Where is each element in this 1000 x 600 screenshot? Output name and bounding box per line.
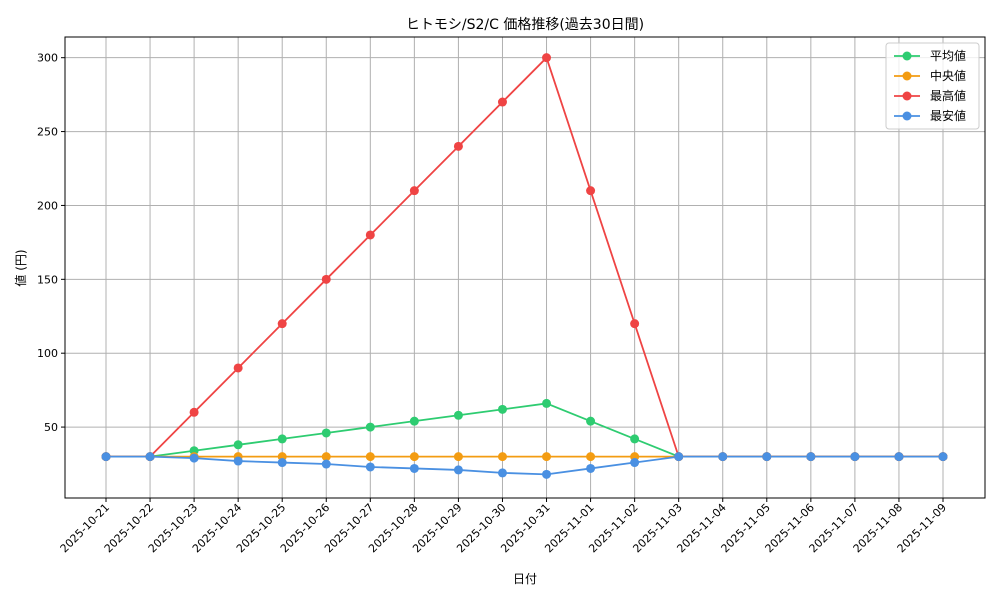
legend-label: 平均値: [930, 48, 966, 63]
data-point: [938, 452, 948, 462]
data-point: [409, 452, 419, 462]
data-point: [453, 410, 463, 420]
data-point: [497, 452, 507, 462]
y-tick-label: 200: [37, 199, 58, 212]
y-tick-label: 300: [37, 52, 58, 65]
data-point: [894, 452, 904, 462]
series-line: [106, 455, 943, 476]
data-point: [233, 440, 243, 450]
data-point: [321, 452, 331, 462]
x-axis-ticks: 2025-10-212025-10-222025-10-232025-10-24…: [58, 498, 949, 555]
data-point: [850, 452, 860, 462]
data-point: [497, 468, 507, 478]
legend-swatch-marker: [902, 71, 912, 81]
data-point: [453, 141, 463, 151]
y-axis-label: 値 (円): [13, 249, 28, 286]
plot-frame: [64, 36, 986, 499]
data-point: [674, 452, 684, 462]
legend-swatch-marker: [902, 51, 912, 61]
series-lines: [101, 53, 948, 479]
data-point: [497, 404, 507, 414]
y-tick-label: 100: [37, 347, 58, 360]
data-point: [806, 452, 816, 462]
y-tick-label: 150: [37, 273, 58, 286]
y-tick-label: 50: [44, 421, 58, 434]
data-point: [586, 186, 596, 196]
legend-label: 最安値: [930, 108, 966, 123]
legend-box: [885, 42, 980, 130]
data-point: [233, 456, 243, 466]
data-point: [365, 462, 375, 472]
data-point: [145, 452, 155, 462]
data-point: [586, 452, 596, 462]
data-point: [586, 463, 596, 473]
data-point: [101, 452, 111, 462]
data-point: [321, 428, 331, 438]
series-line: [106, 402, 943, 458]
data-point: [409, 186, 419, 196]
data-point: [321, 274, 331, 284]
data-point: [233, 363, 243, 373]
data-point: [762, 452, 772, 462]
data-point: [321, 459, 331, 469]
legend-label: 最高値: [930, 88, 966, 103]
legend-label: 中央値: [930, 68, 966, 83]
data-point: [277, 434, 287, 444]
grid: [65, 37, 985, 498]
data-point: [586, 416, 596, 426]
data-point: [630, 458, 640, 468]
x-axis-label: 日付: [513, 572, 537, 586]
legend-swatch-marker: [902, 91, 912, 101]
data-point: [453, 465, 463, 475]
series-line: [106, 56, 943, 458]
data-point: [497, 97, 507, 107]
data-point: [542, 469, 552, 479]
data-point: [365, 452, 375, 462]
chart-title: ヒトモシ/S2/C 価格推移(過去30日間): [406, 17, 644, 33]
data-point: [277, 458, 287, 468]
data-point: [365, 422, 375, 432]
data-point: [365, 230, 375, 240]
y-axis-ticks: 50 100 150 200 250 300: [37, 52, 65, 434]
data-point: [189, 453, 199, 463]
data-point: [718, 452, 728, 462]
data-point: [542, 398, 552, 408]
y-tick-label: 250: [37, 126, 58, 139]
data-point: [409, 416, 419, 426]
data-point: [189, 407, 199, 417]
data-point: [630, 319, 640, 329]
data-point: [542, 53, 552, 63]
data-point: [453, 452, 463, 462]
data-point: [630, 434, 640, 444]
data-point: [409, 463, 419, 473]
legend-swatch-marker: [902, 111, 912, 121]
data-point: [277, 319, 287, 329]
data-point: [542, 452, 552, 462]
